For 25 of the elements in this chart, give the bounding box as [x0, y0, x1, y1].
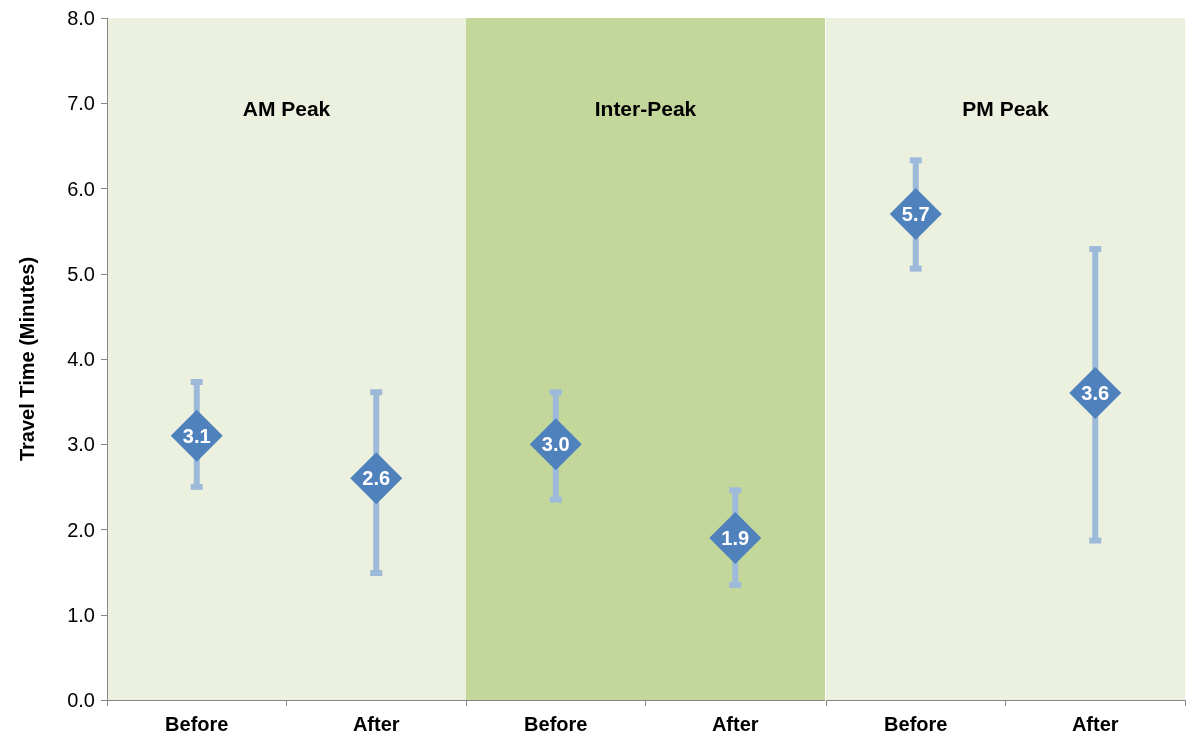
data-label: 3.6: [1081, 382, 1109, 405]
y-axis-title: Travel Time (Minutes): [16, 256, 38, 462]
x-tick-label: After: [712, 713, 760, 735]
band-label: PM Peak: [961, 97, 1049, 120]
x-tick-label: Before: [883, 713, 948, 735]
data-label: 3.1: [182, 424, 211, 447]
y-tick-label: 0.0: [67, 689, 95, 711]
data-label: 3.0: [542, 433, 570, 456]
x-tick-label: Before: [165, 713, 229, 735]
data-label: 2.6: [362, 467, 391, 490]
y-tick-label: 8.0: [67, 7, 95, 29]
data-label: 5.7: [901, 203, 930, 226]
data-label: 1.9: [721, 527, 750, 550]
x-tick-label: After: [1071, 713, 1119, 735]
y-tick-label: 2.0: [67, 518, 95, 541]
x-tick-label: After: [352, 713, 400, 735]
y-tick-label: 3.0: [67, 433, 95, 456]
y-tick-label: 4.0: [67, 348, 95, 370]
band-label: Inter-Peak: [595, 97, 697, 120]
band-label: AM Peak: [242, 97, 331, 120]
y-tick-label: 5.0: [67, 262, 95, 285]
y-tick-label: 7.0: [67, 92, 95, 115]
x-tick-label: Before: [524, 713, 588, 735]
y-tick-label: 6.0: [67, 177, 95, 200]
y-tick-label: 1.0: [67, 603, 95, 626]
